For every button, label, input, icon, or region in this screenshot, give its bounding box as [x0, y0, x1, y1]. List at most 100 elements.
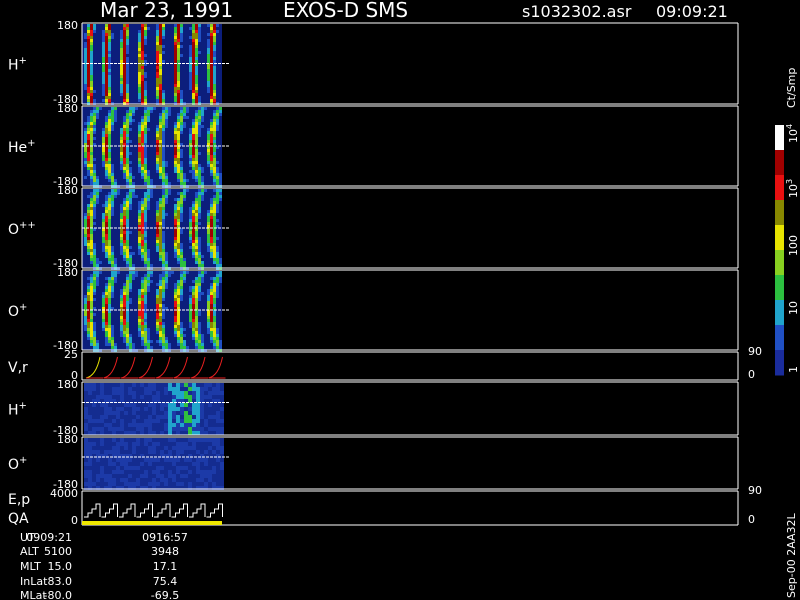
spectrogram-cell — [93, 252, 96, 255]
spectrogram-cell — [114, 343, 117, 346]
spectrogram-cell — [112, 387, 116, 391]
spectrogram-cell — [87, 319, 90, 322]
spectrogram-cell — [184, 399, 188, 403]
spectrogram-cell — [87, 155, 90, 158]
table-label: MLT — [20, 560, 41, 573]
spectrogram-cell — [196, 415, 200, 419]
tick-label: 4000 — [50, 487, 78, 500]
spectrogram-cell — [183, 110, 186, 113]
spectrogram-cell — [84, 383, 88, 387]
spectrogram-cell — [174, 219, 177, 222]
spectrogram-cell — [195, 125, 198, 128]
spectrogram-cell — [207, 152, 210, 155]
spectrogram-cell — [216, 179, 219, 182]
spectrogram-cell — [188, 482, 192, 486]
spectrogram-cell — [156, 137, 159, 140]
spectrogram-cell — [168, 423, 172, 427]
spectrogram-cell — [84, 295, 87, 298]
spectrogram-cell — [123, 249, 126, 252]
spectrogram-cell — [195, 195, 198, 198]
spectrogram-cell — [210, 292, 213, 295]
spectrogram-cell — [108, 72, 111, 75]
label-text: O — [8, 457, 19, 473]
spectrogram-cell — [189, 134, 192, 137]
spectrogram-cell — [216, 482, 220, 486]
spectrogram-cell — [210, 210, 213, 213]
spectrogram-cell — [159, 90, 162, 93]
spectrogram-cell — [120, 93, 123, 96]
spectrogram-cell — [138, 304, 141, 307]
spectrogram-cell — [100, 431, 104, 435]
spectrogram-cell — [212, 438, 216, 442]
spectrogram-cell — [126, 261, 129, 264]
spectrogram-cell — [120, 328, 123, 331]
spectrogram-cell — [159, 231, 162, 234]
spectrogram-cell — [174, 322, 177, 325]
spectrogram-cell — [207, 313, 210, 316]
spectrogram-cell — [84, 486, 88, 490]
spectrogram-cell — [120, 407, 124, 411]
spectrogram-cell — [90, 328, 93, 331]
spectrogram-cell — [198, 334, 201, 337]
spectrogram-cell — [165, 116, 168, 119]
spectrogram-cell — [114, 116, 117, 119]
spectrogram-cell — [177, 75, 180, 78]
spectrogram-cell — [213, 72, 216, 75]
spectrogram-cell — [112, 450, 116, 454]
spectrogram-cell — [216, 450, 220, 454]
spectrogram-cell — [144, 179, 147, 182]
spectrogram-cell — [160, 438, 164, 442]
spectrogram-cell — [93, 182, 96, 185]
spectrogram-cell — [204, 482, 208, 486]
spectrogram-cell — [138, 78, 141, 81]
spectrogram-cell — [108, 222, 111, 225]
spectrogram-cell — [90, 72, 93, 75]
spectrogram-cell — [112, 395, 116, 399]
spectrogram-cell — [195, 334, 198, 337]
spectrogram-cell — [177, 24, 180, 27]
spectrogram-cell — [210, 301, 213, 304]
spectrogram-cell — [96, 283, 99, 286]
spectrogram-cell — [93, 164, 96, 167]
spectrogram-cell — [192, 66, 195, 69]
spectrogram-cell — [108, 295, 111, 298]
spectrogram-cell — [216, 478, 220, 482]
spectrogram-cell — [210, 295, 213, 298]
spectrogram-cell — [192, 395, 196, 399]
spectrogram-cell — [189, 81, 192, 84]
spectrogram-cell — [141, 137, 144, 140]
spectrogram-cell — [183, 271, 186, 274]
spectrogram-cell — [216, 277, 219, 280]
spectrogram-cell — [195, 198, 198, 201]
spectrogram-cell — [168, 274, 171, 277]
spectrogram-cell — [120, 57, 123, 60]
spectrogram-cell — [144, 423, 148, 427]
sweep-line — [85, 356, 101, 379]
spectrogram-cell — [160, 399, 164, 403]
spectrogram-cell — [87, 84, 90, 87]
spectrogram-cell — [216, 30, 219, 33]
spectrogram-cell — [120, 78, 123, 81]
spectrogram-cell — [93, 249, 96, 252]
spectrogram-cell — [164, 431, 168, 435]
spectrogram-cell — [180, 334, 183, 337]
sweep-line — [120, 356, 136, 379]
spectrogram-cell — [129, 119, 132, 122]
spectrogram-cell — [216, 340, 219, 343]
spectrogram-cell — [176, 411, 180, 415]
panel-label: QA — [8, 511, 29, 527]
spectrogram-cell — [90, 51, 93, 54]
spectrogram-cell — [87, 143, 90, 146]
spectrogram-cell — [172, 399, 176, 403]
label-charge: ++ — [19, 220, 36, 231]
spectrogram-cell — [141, 234, 144, 237]
spectrogram-cell — [174, 225, 177, 228]
table-value: 15.0 — [48, 560, 73, 573]
spectrogram-cell — [160, 446, 164, 450]
spectrogram-cell — [100, 450, 104, 454]
spectrogram-cell — [150, 182, 153, 185]
spectrogram-cell — [120, 316, 123, 319]
spectrogram-cell — [156, 325, 159, 328]
spectrogram-cell — [180, 427, 184, 431]
spectrogram-cell — [123, 54, 126, 57]
